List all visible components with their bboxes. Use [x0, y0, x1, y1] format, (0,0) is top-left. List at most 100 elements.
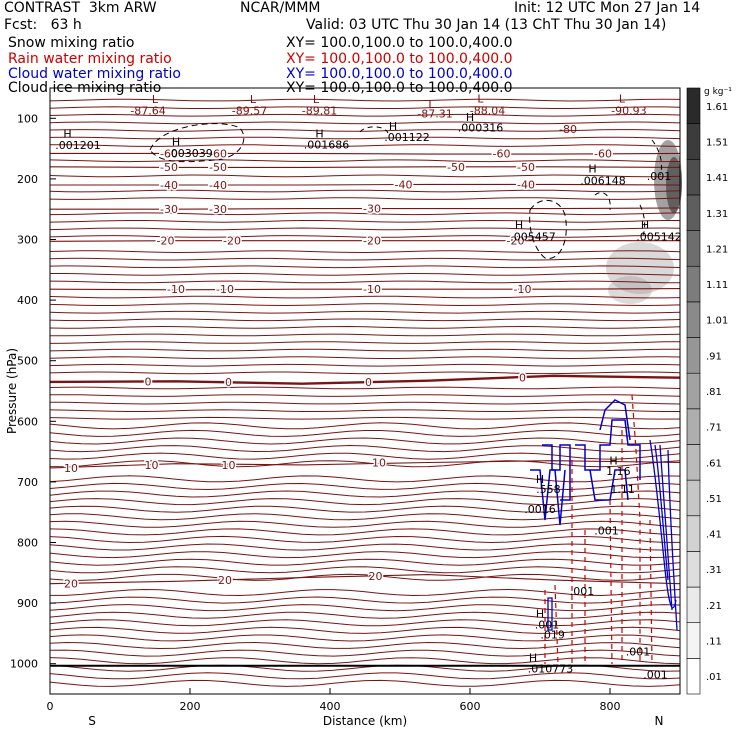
- extremum-label: H: [641, 218, 649, 231]
- model-title: CONTRAST 3km ARW: [4, 0, 157, 16]
- background-contour: [49, 227, 681, 231]
- extremum-label: .001: [535, 618, 560, 631]
- colorbar-tick: .31: [706, 565, 722, 576]
- background-contour: [49, 634, 681, 642]
- colorbar-tick: .41: [706, 530, 722, 541]
- temperature-label: 0: [519, 372, 526, 385]
- background-contour: [49, 280, 681, 284]
- background-contour: [49, 641, 681, 650]
- background-contour: [50, 588, 681, 597]
- colorbar-swatch: [686, 123, 701, 160]
- background-contour: [49, 219, 680, 223]
- background-contour: [49, 394, 681, 397]
- background-contour: [49, 619, 681, 627]
- temperature-label: 20: [218, 574, 232, 587]
- background-contour: [49, 159, 681, 163]
- background-contour: [49, 174, 681, 178]
- background-contour: [49, 197, 681, 200]
- background-contour: [49, 106, 681, 109]
- background-contour: [49, 409, 680, 412]
- extremum-label: .001201: [55, 139, 101, 152]
- temperature-contour-line: [49, 166, 681, 168]
- extremum-label: L: [619, 92, 626, 105]
- x-axis-title: Distance (km): [323, 714, 407, 728]
- temperature-label: -60: [160, 147, 178, 160]
- background-contour: [49, 528, 681, 536]
- extremum-label: H: [588, 163, 596, 176]
- temperature-label: -50: [209, 161, 227, 174]
- colorbar-swatch: [686, 158, 701, 196]
- extremum-label: .001: [643, 669, 668, 682]
- snow-contour-e: [639, 139, 663, 236]
- background-contour: [49, 535, 680, 544]
- plot-frame: [49, 87, 681, 695]
- snow-contour-c: [359, 126, 389, 134]
- background-contour: [49, 490, 681, 498]
- colorbar-swatch: [686, 194, 701, 231]
- temperature-label: -20: [223, 235, 241, 248]
- extremum-label: H: [389, 120, 397, 133]
- extremum-label: -88.04: [470, 104, 505, 117]
- y-tick-label: 200: [17, 173, 38, 186]
- colorbar-tick: 1.51: [706, 137, 728, 148]
- x-tick-label: 0: [47, 700, 54, 713]
- background-contour: [49, 386, 681, 390]
- background-contour: [49, 129, 681, 132]
- extremum-label: .001: [647, 170, 672, 183]
- south-label: S: [88, 714, 96, 728]
- y-axis-title: Pressure (hPa): [5, 348, 19, 434]
- temperature-contour-line: [50, 183, 681, 186]
- background-contour: [49, 348, 680, 352]
- extremum-label: .558: [536, 483, 561, 496]
- background-contour: [49, 416, 681, 420]
- y-tick-label: 700: [17, 476, 38, 489]
- background-contour: [49, 136, 681, 140]
- background-contour: [49, 498, 681, 506]
- north-label: N: [655, 714, 664, 728]
- background-contour: [49, 520, 681, 528]
- temperature-label: -10: [216, 283, 234, 296]
- background-contour: [49, 212, 681, 216]
- background-contour: [49, 265, 681, 269]
- colorbar-swatch: [686, 515, 701, 552]
- extremum-label: .000316: [458, 121, 504, 134]
- init-time: Init: 12 UTC Mon 27 Jan 14: [514, 0, 701, 16]
- legend-cloud-water-xy: XY= 100.0,100.0 to 100.0,400.0: [286, 66, 513, 82]
- colorbar-tick: .71: [706, 423, 722, 434]
- colorbar-swatch: [686, 551, 701, 588]
- colorbar-tick: 1.21: [706, 244, 728, 255]
- colorbar-swatch: [686, 230, 701, 267]
- temperature-label: 10: [372, 457, 386, 470]
- temperature-label: 20: [369, 570, 383, 583]
- background-contour: [49, 363, 681, 367]
- colorbar-swatch: [686, 479, 701, 517]
- background-contour: [49, 121, 681, 125]
- extremum-label: 1.16: [606, 465, 631, 478]
- background-contour: [49, 460, 681, 468]
- background-contour: [49, 295, 681, 299]
- extremum-label: H: [515, 218, 523, 231]
- background-contour: [49, 422, 681, 430]
- valid-time: Valid: 03 UTC Thu 30 Jan 14 (13 ChT Thu …: [306, 17, 667, 33]
- background-contour: [49, 604, 681, 612]
- background-contour: [49, 566, 681, 574]
- temperature-label: -40: [160, 179, 178, 192]
- background-contour: [49, 551, 681, 559]
- background-contour: [49, 657, 681, 665]
- x-tick-label: 200: [180, 700, 201, 713]
- temperature-label: -60: [493, 147, 511, 160]
- extremum-label: H: [609, 455, 617, 468]
- background-contour: [49, 505, 681, 513]
- temperature-contour-line: [49, 374, 681, 385]
- extremum-label: L: [250, 93, 257, 106]
- extremum-label: -80: [559, 123, 577, 136]
- colorbar-swatch: [686, 265, 701, 303]
- background-contour: [49, 573, 681, 581]
- temperature-contour-line: [49, 288, 681, 291]
- background-contour: [49, 318, 681, 322]
- extrema-annotations: L-87.64L-89.57L-89.81L-87.31L-88.04L-90.…: [55, 92, 682, 681]
- colorbar-tick: .61: [706, 458, 722, 469]
- temperature-label: -10: [167, 283, 185, 296]
- cloud-water-contour-c: [649, 439, 678, 631]
